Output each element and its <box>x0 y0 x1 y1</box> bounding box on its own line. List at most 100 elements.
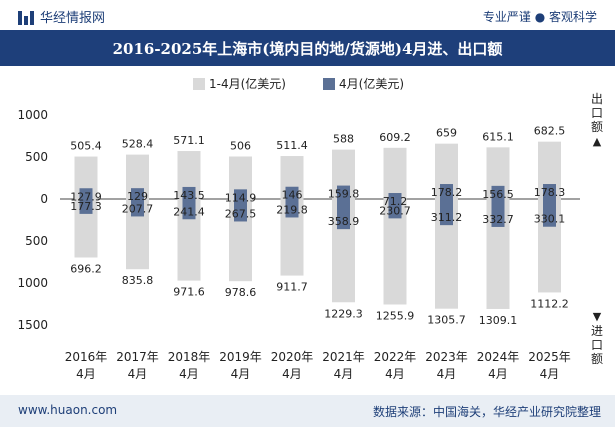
data-label-month-import: 230.7 <box>379 204 411 217</box>
bar-month-import <box>234 199 247 222</box>
footer-url[interactable]: www.huaon.com <box>18 403 118 417</box>
bar-month-export <box>440 184 453 199</box>
data-label-month-import: 332.7 <box>482 213 514 226</box>
bar-cumulative-import <box>177 199 201 281</box>
y-tick-label: 500 <box>25 234 48 248</box>
x-tick-label-month: 4月 <box>437 367 457 381</box>
bar-cumulative-import <box>280 199 304 276</box>
y-tick-label: 1000 <box>17 276 48 290</box>
bar-cumulative-export <box>126 154 149 199</box>
bar-month-import <box>388 199 402 219</box>
data-label-cumulative-export: 682.5 <box>534 125 566 138</box>
data-label-cumulative-export: 528.4 <box>122 138 154 151</box>
legend-swatch-month <box>323 78 335 90</box>
bar-month-export <box>388 193 402 199</box>
top-bar: 华经情报网 专业严谨 ● 客观科学 <box>0 0 615 30</box>
bar-month-import <box>131 199 144 217</box>
bar-month-import <box>543 199 556 227</box>
legend-label-cumulative: 1-4月(亿美元) <box>209 76 286 91</box>
x-tick-label-month: 4月 <box>385 367 405 381</box>
bar-month-export <box>182 186 196 199</box>
x-tick-label-month: 4月 <box>76 367 96 381</box>
x-tick-label-year: 2023年 <box>425 350 468 364</box>
x-tick-label-month: 4月 <box>179 367 199 381</box>
x-tick-label-year: 2022年 <box>374 350 417 364</box>
import-axis-label: ▼ 进口额 <box>588 309 606 366</box>
bar-cumulative-import <box>383 199 407 305</box>
bar-month-import <box>79 199 93 214</box>
data-label-month-export: 129 <box>127 190 148 203</box>
x-tick-label-year: 2016年 <box>65 350 108 364</box>
chart-title: 2016-2025年上海市(境内目的地/货源地)4月进、出口额 <box>112 40 503 58</box>
data-label-cumulative-export: 571.1 <box>173 134 205 147</box>
bar-month-export <box>234 189 247 199</box>
y-tick-label: 500 <box>25 150 48 164</box>
data-label-month-import: 358.9 <box>328 215 360 228</box>
x-tick-label-month: 4月 <box>282 367 302 381</box>
bar-cumulative-import <box>126 199 149 270</box>
slogan: 专业严谨 ● 客观科学 <box>482 10 597 24</box>
data-label-cumulative-export: 588 <box>333 133 354 146</box>
data-label-month-export: 71.2 <box>383 195 408 208</box>
data-label-month-import: 207.7 <box>122 202 154 215</box>
up-arrow-icon: ▲ <box>592 135 602 148</box>
bar-month-import <box>440 199 453 226</box>
footer-source: 数据来源：中国海关，华经产业研究院整理 <box>372 405 601 419</box>
brand-name: 华经情报网 <box>40 11 106 26</box>
data-label-month-export: 159.8 <box>328 188 360 201</box>
y-tick-label: 1500 <box>17 318 48 332</box>
data-label-month-import: 241.4 <box>173 205 205 218</box>
data-label-cumulative-import: 978.6 <box>225 286 257 299</box>
bar-month-export <box>79 188 93 199</box>
bar-cumulative-import <box>435 199 458 309</box>
x-tick-label-year: 2019年 <box>219 350 262 364</box>
bar-cumulative-export <box>383 147 407 199</box>
legend-label-month: 4月(亿美元) <box>339 76 404 91</box>
y-tick-label: 1000 <box>17 108 48 122</box>
data-label-cumulative-export: 506 <box>230 139 251 152</box>
title-bar: 2016-2025年上海市(境内目的地/货源地)4月进、出口额 <box>0 30 615 66</box>
x-tick-label-month: 4月 <box>488 367 508 381</box>
data-label-month-import: 267.5 <box>225 207 257 220</box>
bar-month-export <box>337 185 350 199</box>
data-label-cumulative-export: 615.1 <box>482 130 514 143</box>
data-label-cumulative-import: 1309.1 <box>479 314 518 327</box>
x-tick-label-month: 4月 <box>231 367 251 381</box>
data-label-cumulative-import: 696.2 <box>70 262 102 275</box>
data-label-cumulative-import: 1112.2 <box>530 297 569 310</box>
data-label-month-import: 311.2 <box>431 211 463 224</box>
brand-logo-icon <box>18 9 34 25</box>
export-label-text: 出口额 <box>590 92 603 134</box>
bar-month-export <box>131 188 144 199</box>
data-label-cumulative-export: 659 <box>436 127 457 140</box>
data-label-cumulative-export: 505.4 <box>70 140 102 153</box>
bar-month-export <box>491 185 505 199</box>
x-tick-label-year: 2021年 <box>322 350 365 364</box>
bar-month-export <box>285 186 299 199</box>
data-label-cumulative-import: 1305.7 <box>427 314 466 327</box>
x-tick-label-year: 2025年 <box>528 350 571 364</box>
bar-month-import <box>285 199 299 218</box>
data-label-month-export: 146 <box>282 189 303 202</box>
brand[interactable]: 华经情报网 <box>18 7 105 26</box>
data-label-cumulative-import: 1229.3 <box>324 307 363 320</box>
data-label-month-export: 143.5 <box>173 189 205 202</box>
import-label-text: 进口额 <box>590 324 603 366</box>
export-axis-label: 出口额 ▲ <box>588 92 606 149</box>
data-label-month-import: 177.3 <box>70 200 102 213</box>
data-label-cumulative-import: 835.8 <box>122 274 154 287</box>
footer: www.huaon.com 数据来源：中国海关，华经产业研究院整理 <box>0 395 615 427</box>
x-tick-label-year: 2024年 <box>477 350 520 364</box>
data-label-cumulative-export: 511.4 <box>276 139 308 152</box>
data-label-month-export: 178.2 <box>431 186 463 199</box>
bar-cumulative-export <box>229 156 252 199</box>
bar-month-import <box>337 199 350 230</box>
x-tick-label-year: 2018年 <box>168 350 211 364</box>
legend-swatch-cumulative <box>193 78 205 90</box>
bar-month-import <box>491 199 505 227</box>
data-label-month-export: 114.9 <box>225 191 257 204</box>
x-tick-label-month: 4月 <box>128 367 148 381</box>
chart: 1-4月(亿美元) 4月(亿美元) 1000 500 0 500 1000 1500 505.4… <box>17 76 580 381</box>
x-tick-label-year: 2017年 <box>116 350 159 364</box>
data-label-month-export: 178.3 <box>534 186 566 199</box>
